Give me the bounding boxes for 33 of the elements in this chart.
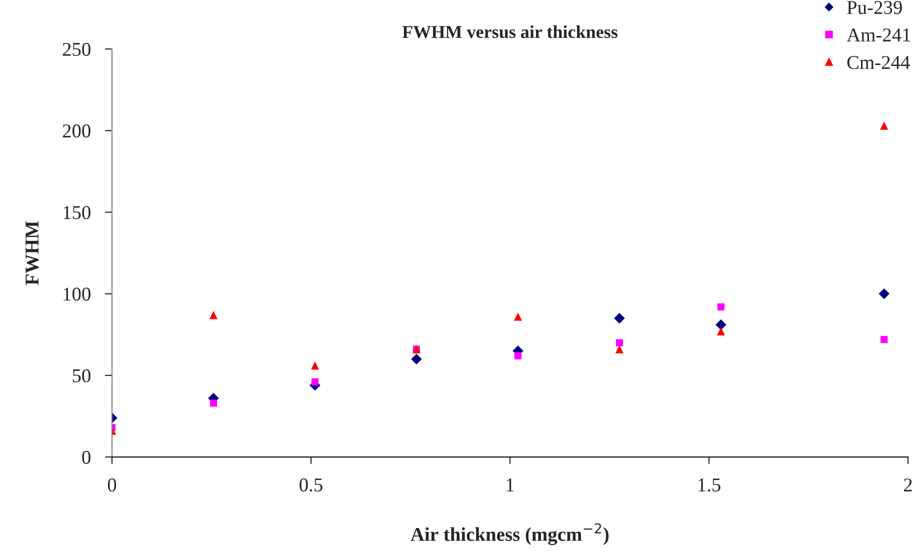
point [310,362,320,370]
point [210,400,218,407]
legend-label: Cm-244 [847,56,910,70]
x-tick-label: 0.5 [300,478,322,492]
legend-label: Pu-239 [847,1,902,14]
y-tick-label: 50 [72,369,90,382]
point [514,352,522,360]
point [878,288,890,300]
point [209,310,218,320]
x-tick-label: 1 [506,478,514,492]
point [880,336,888,344]
x-tick-label: 0 [108,478,116,492]
x-tick-label: 1.5 [698,478,720,492]
y-axis-title: FWHM [26,221,39,286]
point [614,312,625,324]
chart-title: FWHM versus air thickness [402,25,618,38]
point [717,303,724,310]
x-axis-title: Air thickness (mgcm$^{−2}$) [410,523,609,546]
x-tick-label: 2 [904,478,912,492]
y-tick-label: 200 [62,124,90,138]
point [716,327,725,336]
y-tick-label: 250 [62,42,90,56]
y-tick-label: 150 [64,206,90,220]
point [311,378,319,386]
point [615,345,624,354]
y-tick-label: 0 [82,450,90,464]
y-tick-label: 100 [64,288,90,301]
point [514,312,522,321]
legend-label: Am-241 [846,28,910,42]
point [616,339,623,346]
point [880,122,888,130]
point [411,354,422,364]
point [716,319,726,330]
